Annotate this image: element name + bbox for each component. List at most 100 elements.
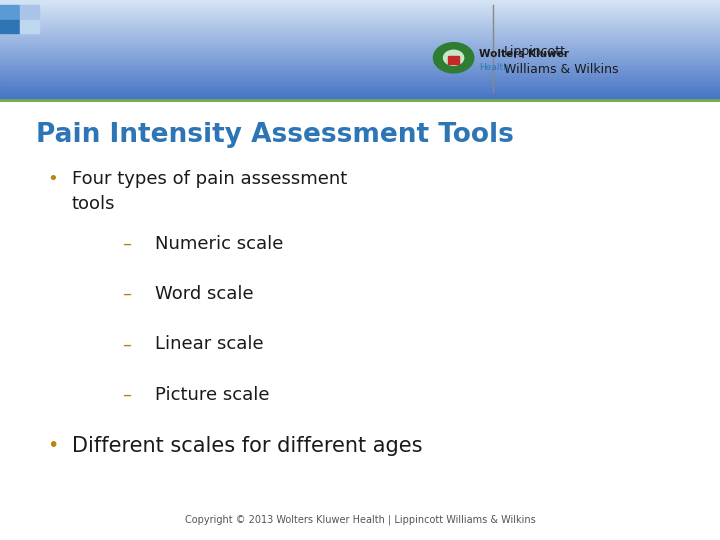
Text: Numeric scale: Numeric scale <box>155 235 283 253</box>
Bar <box>0 89 720 91</box>
Bar <box>0 31 720 32</box>
Bar <box>0 35 720 36</box>
Text: Linear scale: Linear scale <box>155 335 264 353</box>
Bar <box>0 66 720 68</box>
Text: Wolters Kluwer: Wolters Kluwer <box>479 49 569 59</box>
Bar <box>0 23 720 25</box>
Bar <box>0 76 720 77</box>
Bar <box>0 0 720 1</box>
Bar <box>0 22 720 24</box>
Bar <box>0 24 720 26</box>
Bar <box>0 71 720 72</box>
Bar <box>0 7 720 9</box>
Bar <box>0 1 720 3</box>
Text: Health: Health <box>479 63 508 72</box>
Bar <box>0 77 720 79</box>
Bar <box>0 12 720 14</box>
Bar <box>0 69 720 71</box>
Bar <box>0 68 720 70</box>
Circle shape <box>433 43 474 73</box>
Bar <box>20 5 39 19</box>
Bar <box>0 94 720 96</box>
Bar <box>0 19 720 21</box>
Bar <box>0 58 720 60</box>
Bar <box>0 27 720 29</box>
Bar <box>0 6 720 8</box>
Bar <box>0 15 720 16</box>
Bar <box>0 63 720 65</box>
Bar <box>0 20 19 33</box>
Bar <box>0 62 720 64</box>
Bar <box>0 40 720 43</box>
Bar <box>0 26 720 28</box>
Bar <box>0 17 720 19</box>
Bar <box>448 56 459 64</box>
Bar <box>0 72 720 73</box>
Bar <box>0 47 720 49</box>
Bar <box>0 37 720 39</box>
Bar <box>0 91 720 92</box>
Bar <box>0 5 19 19</box>
Text: Word scale: Word scale <box>155 285 253 303</box>
Bar <box>0 78 720 80</box>
Bar <box>0 84 720 86</box>
Text: Pain Intensity Assessment Tools: Pain Intensity Assessment Tools <box>36 122 514 147</box>
Bar <box>0 48 720 50</box>
Text: Copyright © 2013 Wolters Kluwer Health | Lippincott Williams & Wilkins: Copyright © 2013 Wolters Kluwer Health |… <box>184 515 536 525</box>
Bar <box>0 38 720 40</box>
Bar <box>0 21 720 23</box>
Bar <box>0 16 720 17</box>
Bar <box>0 97 720 99</box>
Bar <box>0 32 720 33</box>
Bar <box>0 43 720 45</box>
Bar <box>0 83 720 85</box>
Bar <box>0 75 720 76</box>
Bar <box>0 36 720 37</box>
Bar <box>20 20 39 33</box>
Text: Four types of pain assessment
tools: Four types of pain assessment tools <box>72 170 347 213</box>
Bar <box>0 59 720 61</box>
Bar <box>0 92 720 93</box>
Text: –: – <box>122 235 131 253</box>
Bar <box>0 60 720 63</box>
Bar <box>0 2 720 4</box>
Bar <box>0 55 720 56</box>
Bar <box>0 86 720 87</box>
Bar <box>0 57 720 59</box>
Bar <box>0 44 720 46</box>
Bar <box>0 4 720 6</box>
Bar <box>0 51 720 52</box>
Bar <box>0 39 720 41</box>
Text: •: • <box>47 436 58 455</box>
Bar <box>0 56 720 57</box>
Circle shape <box>444 50 464 65</box>
Bar <box>0 64 720 66</box>
Text: Different scales for different ages: Different scales for different ages <box>72 436 423 456</box>
Bar <box>0 49 720 51</box>
Bar <box>0 33 720 35</box>
Bar <box>0 8 720 10</box>
Text: –: – <box>122 335 131 353</box>
Bar <box>0 96 720 97</box>
Bar <box>0 52 720 53</box>
Bar <box>0 93 720 95</box>
Bar <box>0 87 720 89</box>
Bar <box>0 80 720 83</box>
Bar <box>0 28 720 30</box>
Text: –: – <box>122 285 131 303</box>
Bar <box>0 10 720 11</box>
Bar <box>0 11 720 12</box>
Bar <box>0 42 720 44</box>
Bar <box>0 18 720 20</box>
Text: Lippincott
Williams & Wilkins: Lippincott Williams & Wilkins <box>504 45 618 76</box>
Text: –: – <box>122 386 131 403</box>
Bar <box>0 67 720 69</box>
Bar <box>0 29 720 31</box>
Bar <box>0 53 720 55</box>
Bar <box>0 73 720 75</box>
Bar <box>0 46 720 48</box>
Bar <box>0 82 720 84</box>
Bar <box>0 88 720 90</box>
Bar <box>0 3 720 5</box>
Bar <box>0 13 720 15</box>
